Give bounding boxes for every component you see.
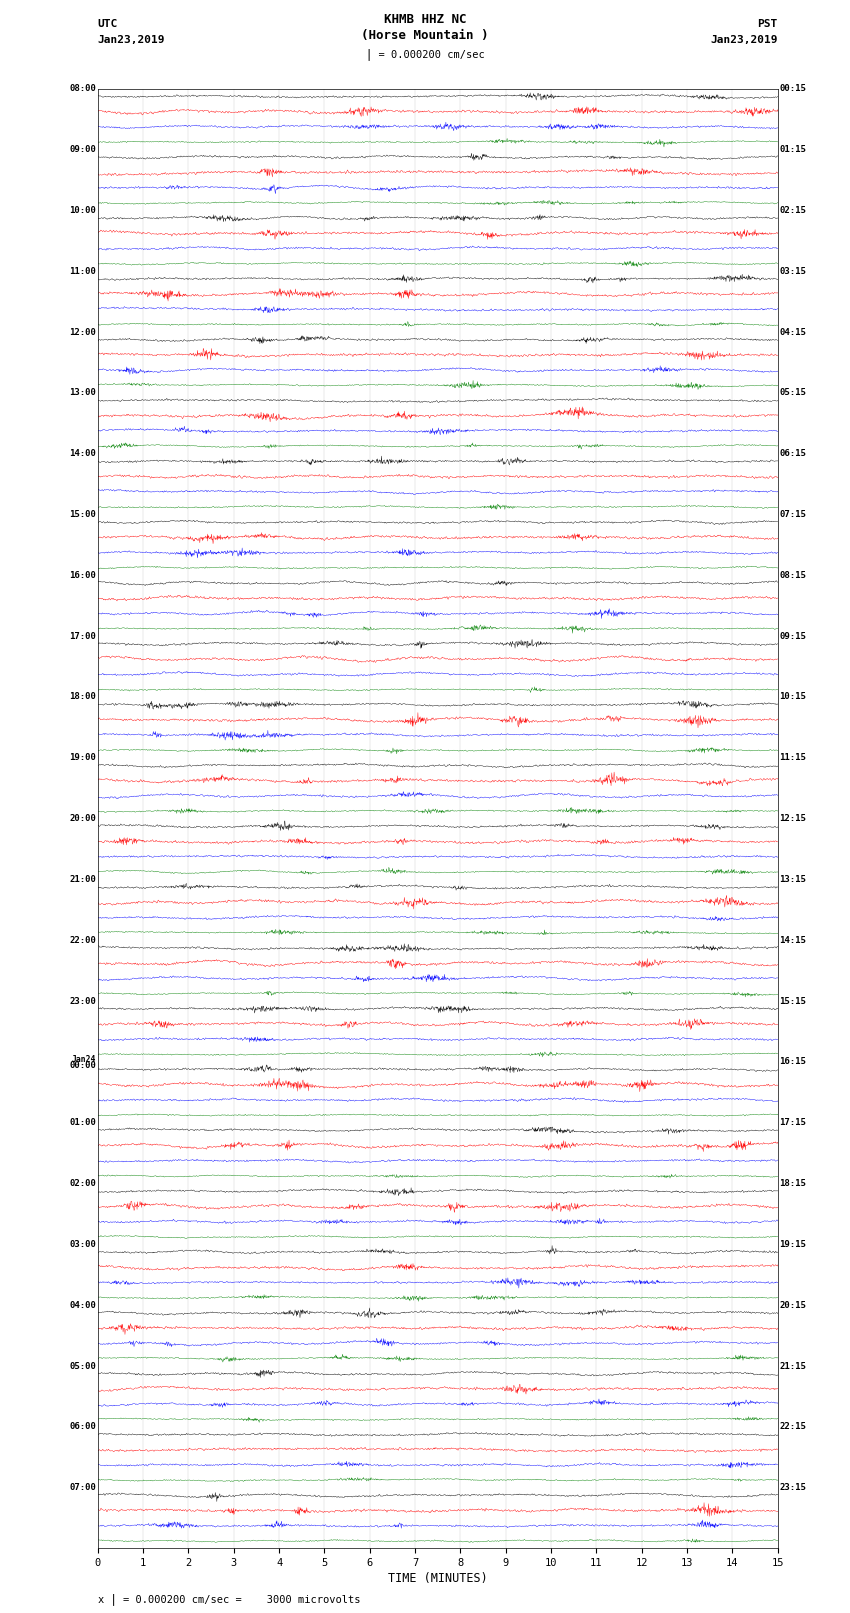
Text: 00:00: 00:00 [70,1061,96,1069]
Text: 15:15: 15:15 [779,997,806,1005]
Text: 04:15: 04:15 [779,327,806,337]
Text: 13:15: 13:15 [779,874,806,884]
Text: UTC: UTC [98,19,118,29]
Text: 06:15: 06:15 [779,448,806,458]
Text: 20:00: 20:00 [70,815,96,823]
Text: 14:00: 14:00 [70,448,96,458]
Text: 23:15: 23:15 [779,1484,806,1492]
Text: 12:00: 12:00 [70,327,96,337]
Text: 22:00: 22:00 [70,936,96,945]
Text: 03:15: 03:15 [779,266,806,276]
Text: 21:00: 21:00 [70,874,96,884]
Text: 22:15: 22:15 [779,1423,806,1431]
Text: 10:15: 10:15 [779,692,806,702]
Text: 23:00: 23:00 [70,997,96,1005]
Text: 13:00: 13:00 [70,389,96,397]
Text: KHMB HHZ NC: KHMB HHZ NC [383,13,467,26]
Text: 15:00: 15:00 [70,510,96,519]
Text: Jan24: Jan24 [72,1055,96,1065]
Text: 06:00: 06:00 [70,1423,96,1431]
Text: 05:00: 05:00 [70,1361,96,1371]
Text: 07:15: 07:15 [779,510,806,519]
Text: 03:00: 03:00 [70,1240,96,1248]
Text: 11:15: 11:15 [779,753,806,763]
Text: 09:00: 09:00 [70,145,96,153]
Text: 09:15: 09:15 [779,632,806,640]
Text: 10:00: 10:00 [70,206,96,215]
Text: 18:00: 18:00 [70,692,96,702]
Text: 00:15: 00:15 [779,84,806,94]
Text: 16:00: 16:00 [70,571,96,579]
Text: 17:00: 17:00 [70,632,96,640]
Text: 20:15: 20:15 [779,1300,806,1310]
Text: 18:15: 18:15 [779,1179,806,1189]
Text: 02:15: 02:15 [779,206,806,215]
Text: 08:15: 08:15 [779,571,806,579]
Text: 11:00: 11:00 [70,266,96,276]
Text: x ⎮ = 0.000200 cm/sec =    3000 microvolts: x ⎮ = 0.000200 cm/sec = 3000 microvolts [98,1594,360,1605]
Text: 01:15: 01:15 [779,145,806,153]
Text: 19:15: 19:15 [779,1240,806,1248]
Text: 16:15: 16:15 [779,1058,806,1066]
Text: PST: PST [757,19,778,29]
Text: 14:15: 14:15 [779,936,806,945]
Text: Jan23,2019: Jan23,2019 [711,35,778,45]
Text: 04:00: 04:00 [70,1300,96,1310]
Text: 08:00: 08:00 [70,84,96,94]
Text: Jan23,2019: Jan23,2019 [98,35,165,45]
Text: 02:00: 02:00 [70,1179,96,1189]
Text: 12:15: 12:15 [779,815,806,823]
X-axis label: TIME (MINUTES): TIME (MINUTES) [388,1573,488,1586]
Text: ⎮ = 0.000200 cm/sec: ⎮ = 0.000200 cm/sec [366,48,484,60]
Text: 17:15: 17:15 [779,1118,806,1127]
Text: 19:00: 19:00 [70,753,96,763]
Text: (Horse Mountain ): (Horse Mountain ) [361,29,489,42]
Text: 21:15: 21:15 [779,1361,806,1371]
Text: 07:00: 07:00 [70,1484,96,1492]
Text: 05:15: 05:15 [779,389,806,397]
Text: 01:00: 01:00 [70,1118,96,1127]
